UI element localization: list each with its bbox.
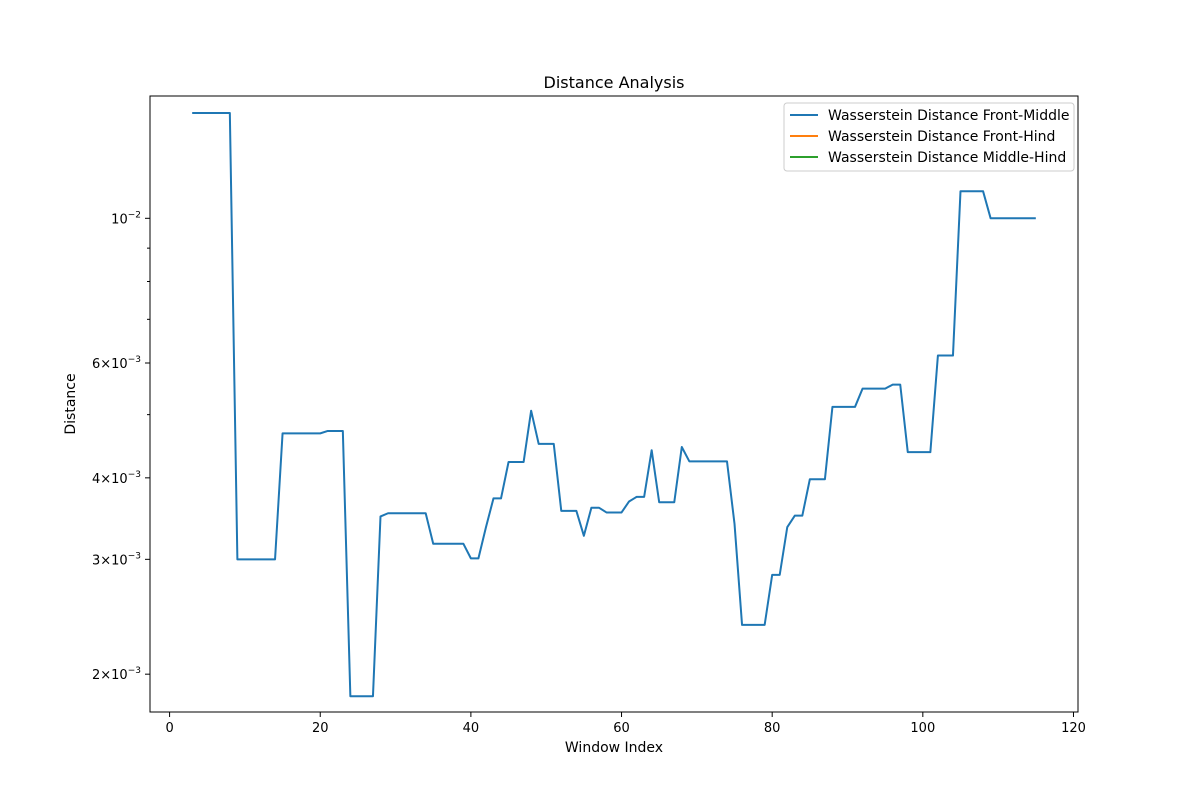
x-ticks: 0 20 40 60 80 100 120	[165, 712, 1086, 736]
series-line-0	[192, 112, 1036, 698]
chart-title: Distance Analysis	[544, 73, 685, 92]
series-lines	[192, 112, 1036, 698]
x-tick-label: 40	[463, 721, 480, 736]
y-axis-label: Distance	[63, 373, 79, 434]
x-tick-label: 100	[910, 721, 935, 736]
x-tick-label: 20	[312, 721, 329, 736]
legend-entry: Wasserstein Distance Middle-Hind	[828, 150, 1066, 166]
y-tick-label: 3×10−3	[92, 551, 141, 568]
x-tick-label: 120	[1061, 721, 1086, 736]
x-tick-label: 0	[165, 721, 173, 736]
legend: Wasserstein Distance Front-Middle Wassers…	[783, 102, 1075, 172]
plot-frame	[149, 95, 1079, 713]
x-tick-label: 80	[764, 721, 781, 736]
x-tick-label: 60	[613, 721, 630, 736]
y-tick-label: 10−2	[111, 210, 141, 227]
y-tick-label: 2×10−3	[92, 666, 141, 683]
x-axis-label: Window Index	[565, 740, 663, 756]
legend-entry: Wasserstein Distance Front-Hind	[828, 129, 1055, 145]
y-tick-label: 4×10−3	[92, 470, 141, 487]
y-ticks: 2×10−3 3×10−3 4×10−3 6×10−3 10−2	[92, 210, 150, 683]
y-tick-label: 6×10−3	[92, 355, 141, 372]
legend-entry: Wasserstein Distance Front-Middle	[828, 108, 1069, 124]
legend-frame	[783, 102, 1075, 172]
